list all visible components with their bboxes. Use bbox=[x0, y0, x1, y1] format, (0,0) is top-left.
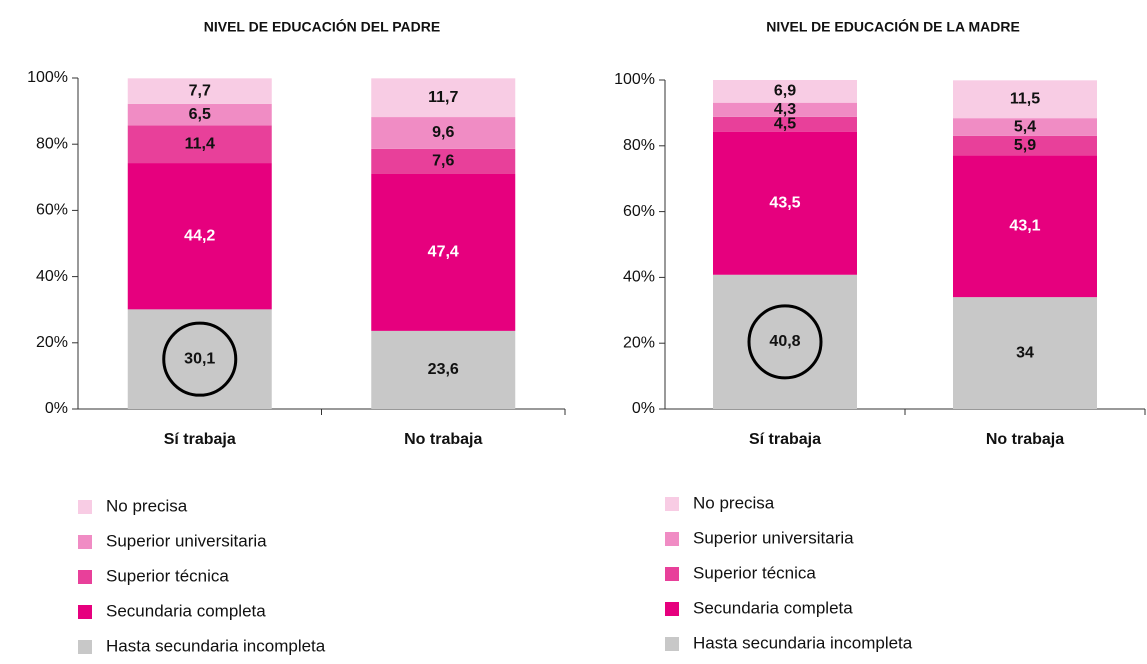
bar-segment bbox=[713, 131, 857, 275]
x-tick-label: Sí trabaja bbox=[164, 431, 236, 448]
value-label: 23,6 bbox=[428, 361, 459, 378]
legend-label: No precisa bbox=[106, 496, 188, 515]
legend-label: No precisa bbox=[693, 493, 775, 512]
legend-swatch bbox=[78, 535, 92, 549]
legend-label: Hasta secundaria incompleta bbox=[693, 633, 913, 652]
bar-segment bbox=[713, 102, 857, 117]
value-label: 4,3 bbox=[774, 101, 796, 118]
legend-label: Superior técnica bbox=[106, 566, 229, 585]
y-tick-label: 100% bbox=[614, 71, 655, 88]
value-label: 9,6 bbox=[432, 124, 454, 141]
value-label: 43,1 bbox=[1009, 217, 1040, 234]
value-label: 44,2 bbox=[184, 227, 215, 244]
value-label: 7,7 bbox=[189, 82, 211, 99]
legend-swatch bbox=[665, 497, 679, 511]
legend-swatch bbox=[78, 605, 92, 619]
legend-swatch bbox=[665, 532, 679, 546]
x-tick-label: Sí trabaja bbox=[749, 431, 821, 448]
bar-segment bbox=[953, 297, 1097, 409]
value-label: 30,1 bbox=[184, 350, 215, 367]
bar-segment bbox=[127, 163, 272, 310]
value-label: 4,5 bbox=[774, 115, 796, 132]
bar-segment bbox=[953, 80, 1097, 119]
y-tick-label: 100% bbox=[27, 69, 68, 86]
bar-segment bbox=[713, 80, 857, 103]
legend-swatch bbox=[78, 570, 92, 584]
bar-segment bbox=[371, 78, 516, 118]
value-label: 43,5 bbox=[769, 194, 800, 211]
bar-segment bbox=[371, 148, 516, 174]
legend-label: Superior universitaria bbox=[106, 531, 267, 550]
value-label: 6,5 bbox=[189, 106, 211, 123]
bar-segment bbox=[127, 78, 272, 104]
y-tick-label: 60% bbox=[623, 203, 655, 220]
bar-segment bbox=[371, 117, 516, 149]
value-label: 11,4 bbox=[185, 135, 215, 152]
value-label: 11,7 bbox=[428, 89, 458, 106]
legend-swatch bbox=[665, 567, 679, 581]
y-tick-label: 0% bbox=[45, 400, 68, 417]
bar-segment bbox=[953, 135, 1097, 156]
highlight-circle bbox=[747, 304, 823, 380]
value-label: 7,6 bbox=[432, 153, 454, 170]
bar-segment bbox=[953, 118, 1097, 136]
x-tick-label: No trabaja bbox=[986, 431, 1064, 448]
bar-segment bbox=[371, 173, 516, 331]
value-label: 5,4 bbox=[1014, 118, 1036, 135]
bar-segment bbox=[127, 103, 272, 126]
bar-segment bbox=[371, 330, 516, 409]
y-tick-label: 60% bbox=[36, 202, 68, 219]
value-label: 34 bbox=[1016, 344, 1034, 361]
y-tick-label: 40% bbox=[623, 269, 655, 286]
legend-swatch bbox=[665, 637, 679, 651]
y-tick-label: 20% bbox=[36, 334, 68, 351]
value-label: 40,8 bbox=[769, 333, 800, 350]
legend-swatch bbox=[78, 640, 92, 654]
bar-segment bbox=[127, 125, 272, 164]
bar-segment bbox=[953, 155, 1097, 298]
legend-label: Secundaria completa bbox=[106, 601, 266, 620]
y-tick-label: 40% bbox=[36, 268, 68, 285]
legend-label: Secundaria completa bbox=[693, 598, 853, 617]
bar-segment bbox=[713, 116, 857, 132]
bar-segment bbox=[713, 274, 857, 409]
chart-title: NIVEL DE EDUCACIÓN DE LA MADRE bbox=[766, 18, 1020, 35]
legend-label: Superior universitaria bbox=[693, 528, 854, 547]
y-tick-label: 20% bbox=[623, 334, 655, 351]
x-tick-label: No trabaja bbox=[404, 431, 482, 448]
value-label: 5,9 bbox=[1014, 137, 1036, 154]
legend-label: Hasta secundaria incompleta bbox=[106, 636, 326, 655]
highlight-circle bbox=[162, 321, 238, 397]
y-tick-label: 80% bbox=[623, 137, 655, 154]
chart-title: NIVEL DE EDUCACIÓN DEL PADRE bbox=[204, 18, 440, 35]
y-tick-label: 0% bbox=[632, 400, 655, 417]
legend-swatch bbox=[665, 602, 679, 616]
bar-segment bbox=[127, 309, 272, 409]
value-label: 47,4 bbox=[428, 244, 459, 261]
legend-swatch bbox=[78, 500, 92, 514]
value-label: 6,9 bbox=[774, 83, 796, 100]
y-tick-label: 80% bbox=[36, 135, 68, 152]
value-label: 11,5 bbox=[1010, 90, 1040, 107]
legend-label: Superior técnica bbox=[693, 563, 816, 582]
